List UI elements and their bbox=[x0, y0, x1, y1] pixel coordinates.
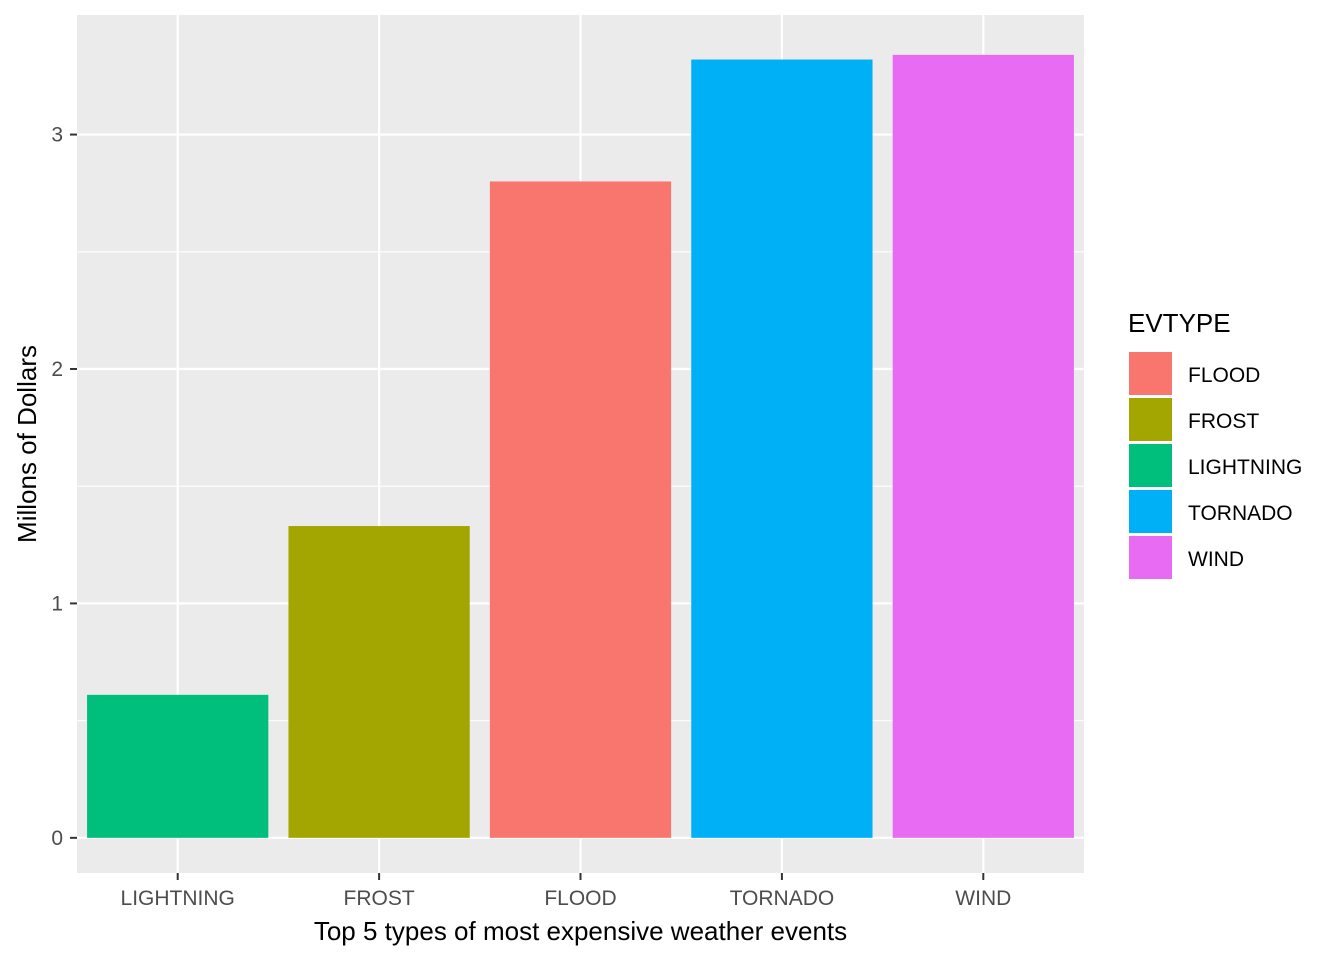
bar-frost bbox=[288, 526, 470, 838]
x-tick-label: FLOOD bbox=[544, 887, 616, 910]
legend-label: WIND bbox=[1188, 548, 1244, 571]
x-axis: LIGHTNING FROST FLOOD TORNADO WIND bbox=[121, 873, 1011, 910]
legend-label: LIGHTNING bbox=[1188, 456, 1302, 479]
legend-title: EVTYPE bbox=[1128, 308, 1231, 338]
x-axis-title: Top 5 types of most expensive weather ev… bbox=[314, 916, 847, 946]
bar-wind bbox=[892, 54, 1074, 838]
bar-tornado bbox=[691, 59, 873, 838]
legend-label: FROST bbox=[1188, 410, 1259, 433]
bar-lightning bbox=[87, 694, 269, 838]
legend-key-flood bbox=[1129, 352, 1172, 395]
y-tick-label: 2 bbox=[51, 358, 63, 381]
y-axis-title: Millons of Dollars bbox=[12, 345, 42, 543]
x-tick-label: TORNADO bbox=[730, 887, 835, 910]
legend-key-frost bbox=[1129, 398, 1172, 441]
x-tick-label: LIGHTNING bbox=[121, 887, 235, 910]
x-tick-label: WIND bbox=[955, 887, 1011, 910]
y-tick-label: 3 bbox=[51, 124, 63, 147]
legend-key-tornado bbox=[1129, 490, 1172, 533]
y-tick-label: 1 bbox=[51, 592, 63, 615]
legend: EVTYPE FLOOD FROST LIGHTNING TORNADO WIND bbox=[1128, 308, 1302, 579]
bars bbox=[87, 54, 1074, 838]
y-axis: 0 1 2 3 bbox=[51, 124, 77, 850]
x-tick-label: FROST bbox=[344, 887, 415, 910]
y-tick-label: 0 bbox=[51, 827, 63, 850]
legend-label: FLOOD bbox=[1188, 364, 1260, 387]
bar-flood bbox=[489, 181, 672, 838]
legend-label: TORNADO bbox=[1188, 502, 1293, 525]
legend-key-lightning bbox=[1129, 444, 1172, 487]
legend-key-wind bbox=[1129, 536, 1172, 579]
